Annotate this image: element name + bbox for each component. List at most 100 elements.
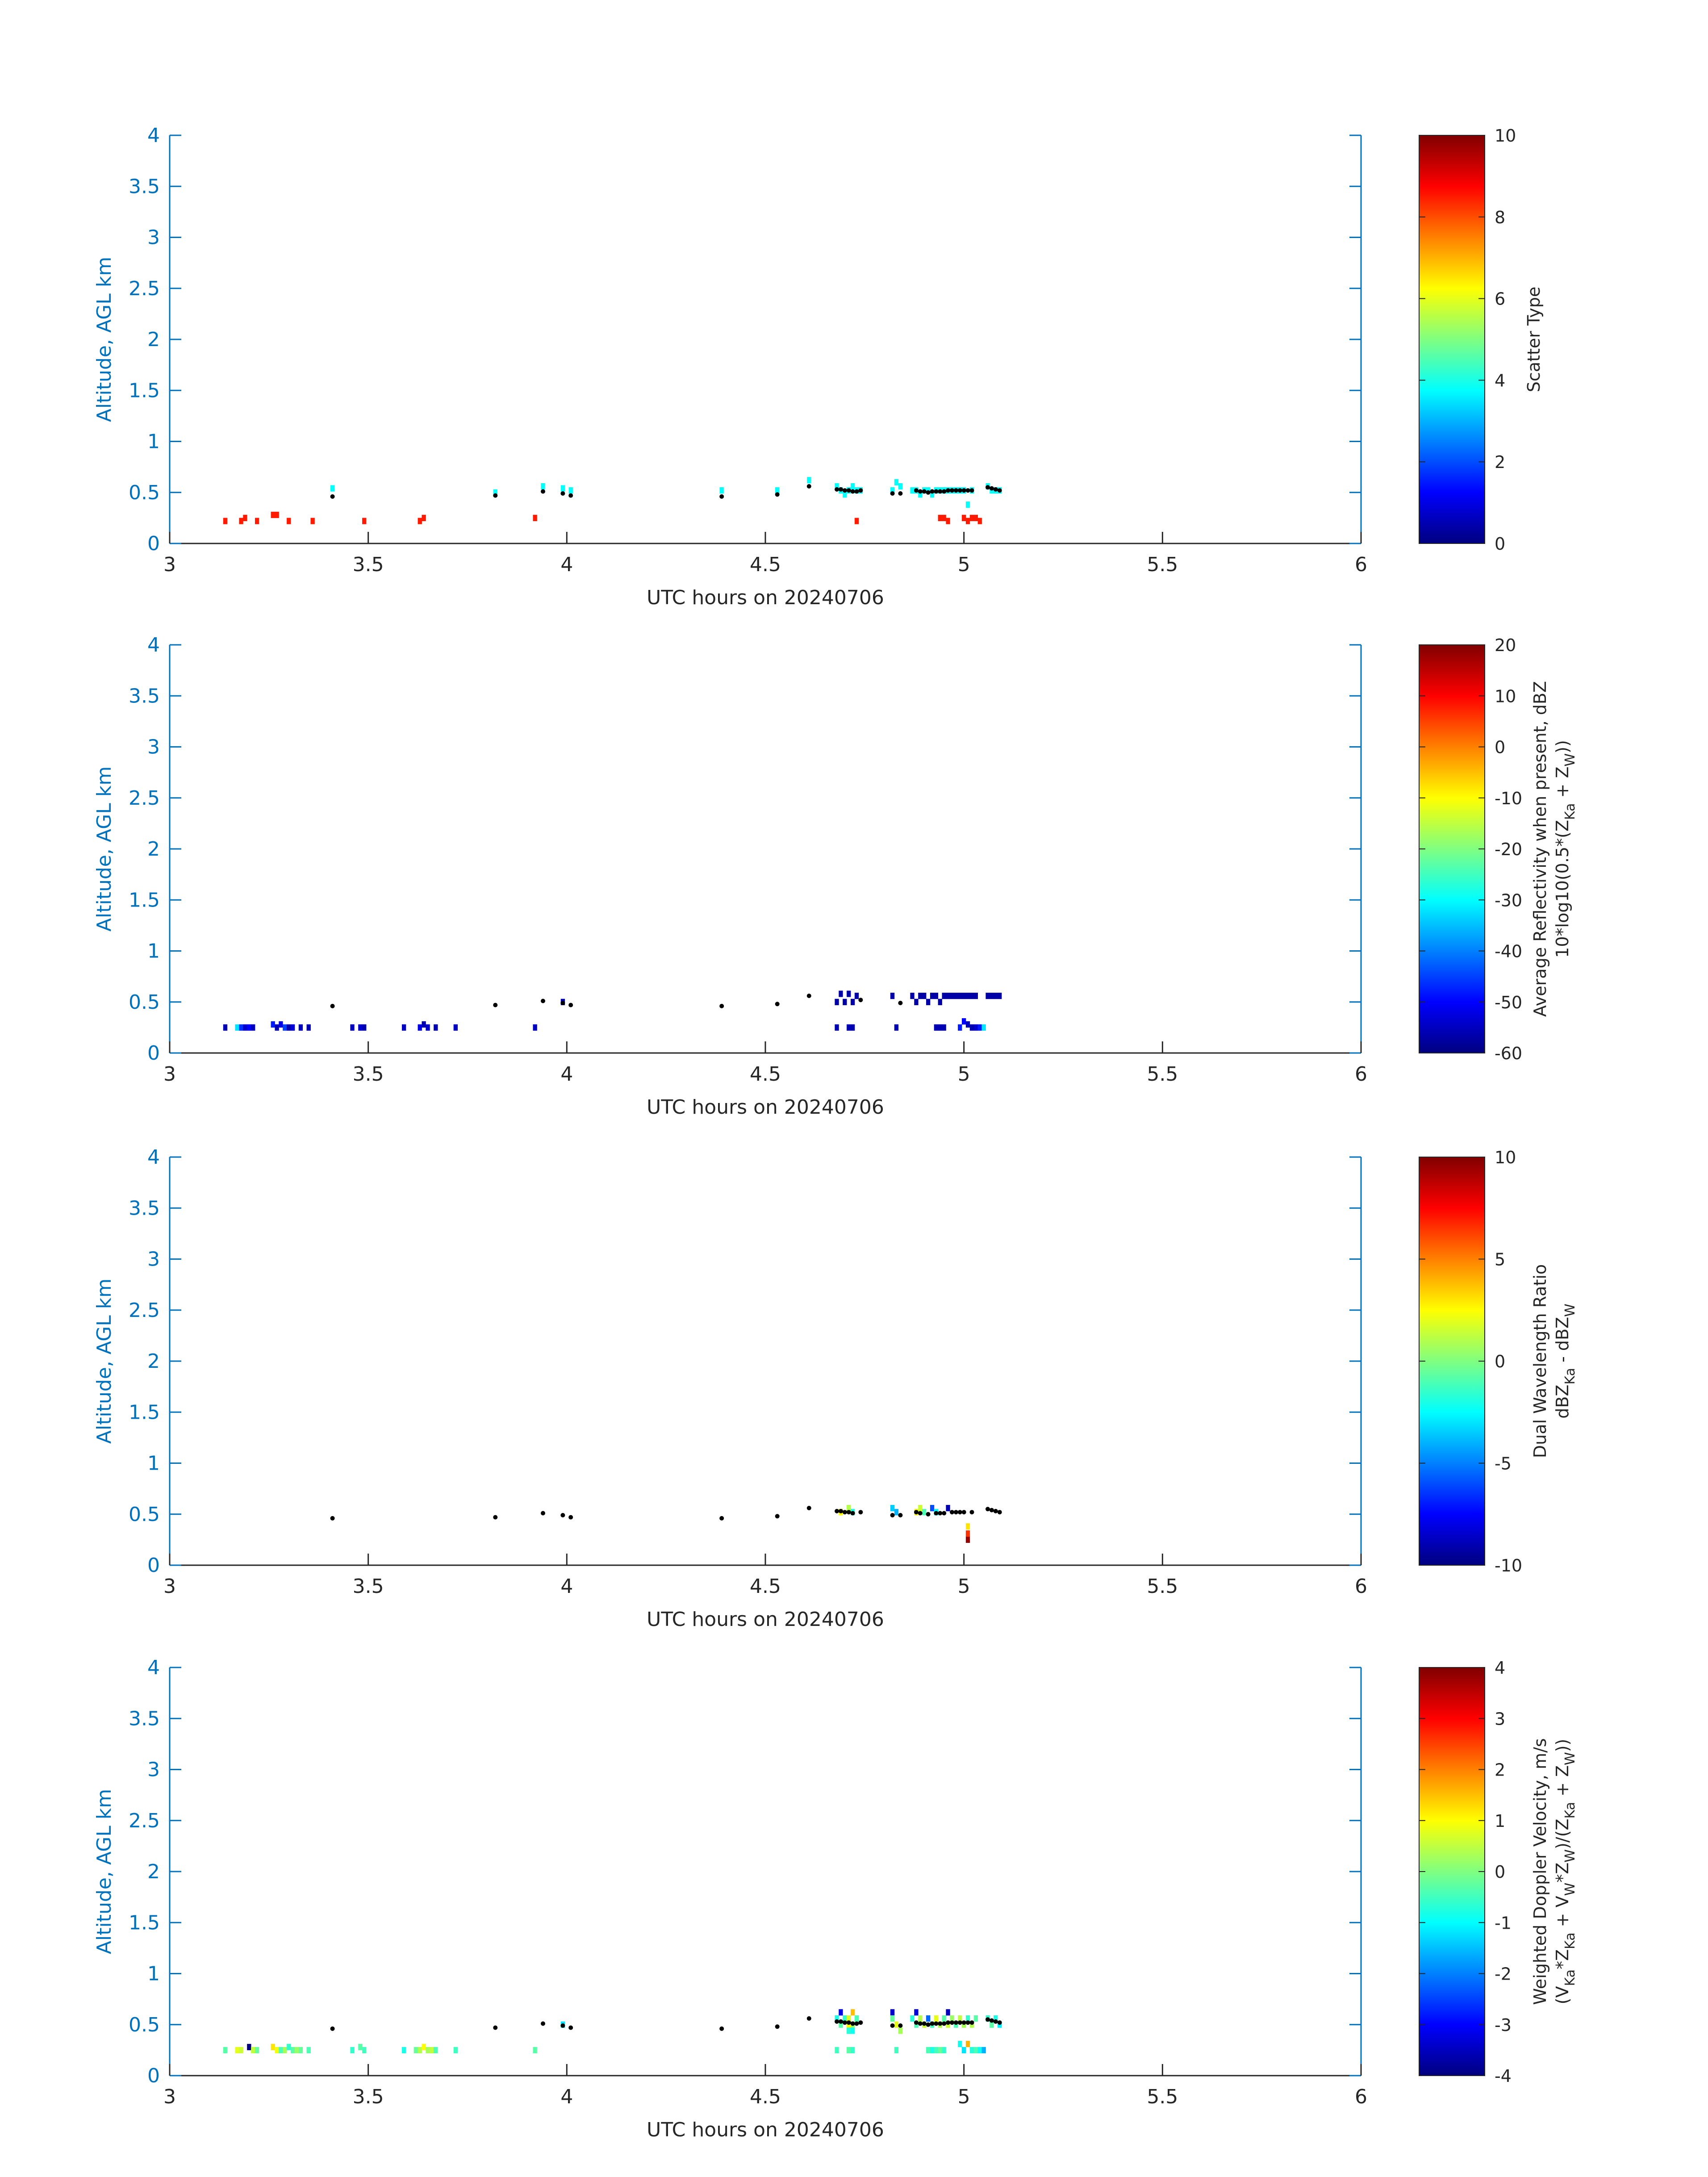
data-cell [898,483,902,490]
colorbar-tick-label: 6 [1495,289,1505,309]
y-tick-label: 1 [147,430,160,453]
data-cell [934,993,938,999]
data-point [842,2020,847,2025]
y-tick-label: 0.5 [129,1503,160,1526]
data-point [850,489,855,494]
colorbar-tick-label: 8 [1495,208,1505,227]
colorbar-tick-label: -20 [1495,840,1522,859]
data-cell [973,2047,978,2053]
colorbar-tick-label: -4 [1495,2066,1512,2086]
data-point [997,488,1002,493]
data-cell [847,2015,851,2022]
data-cell [847,2047,851,2053]
data-point [914,488,919,493]
data-cell [946,2009,950,2016]
data-point [568,1515,573,1520]
data-cell [430,2047,434,2053]
data-point [898,1513,903,1517]
data-point [938,2021,943,2026]
x-axis-label: UTC hours on 20240706 [647,586,884,609]
colorbar-tick-label: 10 [1495,126,1516,146]
y-tick-label: 0 [147,532,160,555]
data-point [965,2020,970,2025]
data-cell [890,993,895,999]
colorbar-bar [1419,1157,1485,1566]
data-point [898,2023,903,2028]
colorbar-tick-label: -50 [1495,993,1522,1012]
data-point [890,2023,895,2028]
data-point [806,2016,811,2021]
colorbar-tick-label: 2 [1495,1760,1505,1780]
y-tick-label: 1.5 [129,889,160,911]
data-cell [418,518,422,524]
data-cell [950,2015,954,2022]
data-cell [969,514,974,521]
data-cell [358,2043,363,2051]
panel-1-axes: 0 0.5 1 1.5 2 2.5 3 3.5 4 3 3.5 4 4.5 5 5.5 6 UTC hours … [93,124,1367,609]
panel-3-axes: 0 0.5 1 1.5 2 2.5 3 3.5 4 3 3.5 4 4.5 5 5.5 6 UTC hours … [93,1146,1367,1631]
y-tick-label: 4 [147,124,160,147]
x-axis-label: UTC hours on 20240706 [647,2119,884,2141]
data-cell [934,2015,938,2022]
panel-2-axes: 0 0.5 1 1.5 2 2.5 3 3.5 4 3 3.5 4 4.5 5 5.5 6 UTC hours … [93,634,1367,1119]
data-cell [990,993,994,999]
data-cell [890,1505,895,1512]
y-tick-label: 3.5 [129,1707,160,1730]
data-cell [243,1024,247,1031]
data-point [719,494,724,499]
data-point [846,488,851,493]
x-tick-label: 3 [163,2085,176,2108]
y-tick-label: 2.5 [129,277,160,300]
y-axis-label: Altitude, AGL km [93,257,116,422]
data-cell [275,1024,279,1031]
y-tick-label: 1.5 [129,1911,160,1934]
data-cell [851,2027,855,2034]
data-cell [247,2043,251,2051]
data-cell [962,514,966,521]
data-cell [402,2047,406,2053]
x-tick-label: 6 [1355,553,1367,576]
y-tick-label: 0 [147,1554,160,1577]
data-cell [998,993,1002,999]
data-point [946,2020,951,2025]
data-point [719,2026,724,2031]
data-cell [938,999,942,1005]
data-cell [981,2047,986,2053]
data-cell [854,518,859,524]
data-point [839,2019,843,2024]
data-point [858,2020,863,2025]
data-point [858,1510,863,1515]
x-tick-label: 5.5 [1147,1063,1178,1086]
data-cell [914,999,919,1005]
data-cell [950,993,954,999]
data-cell [418,2047,422,2053]
data-cell [973,1024,978,1031]
data-cell [851,1024,855,1031]
data-point [775,1002,780,1007]
data-point [560,1001,565,1005]
colorbar-tick-label: -10 [1495,789,1522,808]
x-tick-label: 4.5 [750,1575,781,1598]
colorbar-label-2: 10*log10(0.5*(ZKa + ZW)) [1553,740,1578,958]
colorbar-tick-label: 4 [1495,1658,1505,1678]
data-point [541,999,545,1003]
data-point [835,487,839,492]
colorbar-tick-label: 10 [1495,686,1516,706]
y-tick-label: 1.5 [129,1401,160,1424]
y-tick-label: 2 [147,328,160,351]
colorbar-tick-label: 20 [1495,635,1516,655]
data-cell [271,2043,275,2051]
data-point [898,1001,903,1005]
data-point [775,1514,780,1519]
data-point [957,488,962,493]
y-tick-label: 3 [147,1759,160,1781]
data-cell [930,2047,935,2053]
data-cell [946,1505,950,1512]
data-cell [422,2043,426,2051]
panel-4-axes: 0 0.5 1 1.5 2 2.5 3 3.5 4 3 3.5 4 4.5 5 5.5 6 UTC hours … [93,1656,1367,2141]
data-cell [930,491,935,498]
data-point [926,1512,931,1517]
data-cell [493,489,497,496]
y-tick-label: 3.5 [129,685,160,707]
